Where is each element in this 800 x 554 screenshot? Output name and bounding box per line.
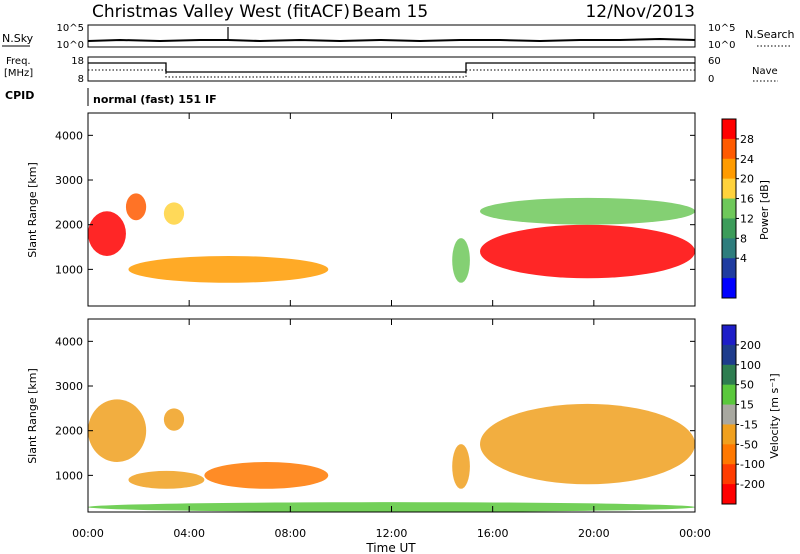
colorbar-swatch — [722, 158, 736, 180]
colorbar-tick-label: 200 — [740, 339, 761, 352]
velocity-ylabel: Slant Range [km] — [26, 368, 39, 464]
power-ylabel: Slant Range [km] — [26, 162, 39, 258]
colorbar-swatch — [722, 325, 736, 346]
count-tick-low-right: 10^0 — [708, 40, 735, 51]
freq-label: Freq. — [6, 56, 31, 67]
colorbar-swatch — [722, 424, 736, 445]
power-panel — [87, 112, 696, 307]
freq-tick-high: 18 — [71, 56, 84, 67]
colorbar-swatch — [722, 258, 736, 279]
colorbar-swatch — [722, 138, 736, 160]
echo-region — [452, 444, 470, 489]
echo-region — [480, 224, 695, 279]
colorbar-tick-label: 8 — [740, 232, 747, 245]
nave-tick-high: 60 — [708, 56, 721, 67]
plot-title: Christmas Valley West (fitACF) — [92, 2, 350, 22]
colorbar-swatch — [722, 198, 736, 219]
echo-region — [88, 399, 147, 462]
colorbar-tick-label: -50 — [740, 438, 758, 451]
colorbar-swatch — [722, 278, 736, 299]
velocity-colorbar-label: Velocity [m s⁻¹] — [768, 373, 781, 458]
colorbar-swatch — [722, 484, 736, 505]
x-tick-label: 00:00 — [679, 527, 711, 540]
beam-label: Beam 15 — [352, 2, 428, 22]
y-tick-label: 2000 — [55, 219, 83, 232]
nave-trace — [88, 69, 695, 78]
colorbar-tick-label: 4 — [740, 252, 747, 265]
echo-region — [88, 211, 126, 256]
counts-panel — [87, 24, 696, 48]
colorbar-swatch — [722, 444, 736, 465]
x-tick-label: 16:00 — [477, 527, 509, 540]
colorbar-tick-label: -200 — [740, 478, 765, 491]
echo-region — [128, 470, 205, 489]
colorbar-tick-label: 12 — [740, 212, 754, 225]
colorbar-swatch — [722, 464, 736, 485]
nave-tick-low: 0 — [708, 74, 714, 85]
nave-label: Nave — [752, 66, 778, 77]
echo-region — [480, 403, 695, 485]
x-tick-label: 12:00 — [376, 527, 408, 540]
colorbar-tick-label: -100 — [740, 458, 765, 471]
power-colorbar: 28 24 20 16 12 8 4 — [721, 118, 754, 299]
colorbar-swatch — [722, 218, 736, 239]
y-tick-label: 1000 — [55, 469, 83, 482]
y-tick-label: 2000 — [55, 425, 83, 438]
cpid-label: CPID — [5, 89, 34, 102]
colorbar-tick-label: -15 — [740, 418, 758, 431]
x-tick-label: 08:00 — [274, 527, 306, 540]
x-tick-label: 00:00 — [72, 527, 104, 540]
colorbar-tick-label: 15 — [740, 399, 754, 412]
colorbar-swatch — [722, 238, 736, 259]
colorbar-swatch — [722, 384, 736, 406]
freq-panel — [87, 56, 696, 82]
freq-tick-low: 8 — [78, 74, 84, 85]
y-tick-label: 3000 — [55, 380, 83, 393]
y-tick-label: 4000 — [55, 335, 83, 348]
count-tick-high-right: 10^5 — [708, 23, 735, 34]
echo-region — [163, 202, 185, 225]
freq-unit: [MHz] — [4, 68, 33, 79]
colorbar-tick-label: 100 — [740, 359, 761, 372]
echo-region — [204, 461, 329, 489]
cpid-value: normal (fast) 151 IF — [93, 93, 217, 106]
colorbar-tick-label: 28 — [740, 133, 754, 146]
count-tick-low-left: 10^0 — [57, 40, 84, 51]
x-tick-label: 20:00 — [578, 527, 610, 540]
echo-region — [163, 408, 185, 431]
freq-trace — [88, 62, 695, 73]
colorbar-swatch — [722, 178, 736, 200]
nsky-trace — [87, 37, 696, 43]
echo-region — [452, 238, 470, 283]
date-label: 12/Nov/2013 — [585, 2, 695, 22]
count-tick-high-left: 10^5 — [57, 23, 84, 34]
echo-region — [125, 193, 147, 221]
colorbar-tick-label: 24 — [740, 153, 754, 166]
colorbar-swatch — [722, 404, 736, 425]
velocity-panel — [87, 318, 696, 513]
power-colorbar-label: Power [dB] — [758, 180, 771, 240]
colorbar-tick-label: 20 — [740, 173, 754, 186]
x-tick-label: 04:00 — [173, 527, 205, 540]
nsearch-label: N.Search — [745, 28, 795, 41]
y-tick-label: 1000 — [55, 263, 83, 276]
velocity-colorbar: 200 100 50 15 -15 -50 -100 -200 — [721, 324, 765, 505]
y-tick-label: 3000 — [55, 174, 83, 187]
echo-region — [480, 197, 695, 225]
x-axis-label: Time UT — [365, 541, 416, 554]
y-tick-label: 4000 — [55, 129, 83, 142]
colorbar-tick-label: 16 — [740, 193, 754, 206]
colorbar-swatch — [722, 344, 736, 366]
colorbar-swatch — [722, 119, 736, 140]
colorbar-swatch — [722, 364, 736, 386]
nsky-label: N.Sky — [2, 32, 34, 45]
colorbar-tick-label: 50 — [740, 379, 754, 392]
echo-region — [128, 255, 329, 283]
